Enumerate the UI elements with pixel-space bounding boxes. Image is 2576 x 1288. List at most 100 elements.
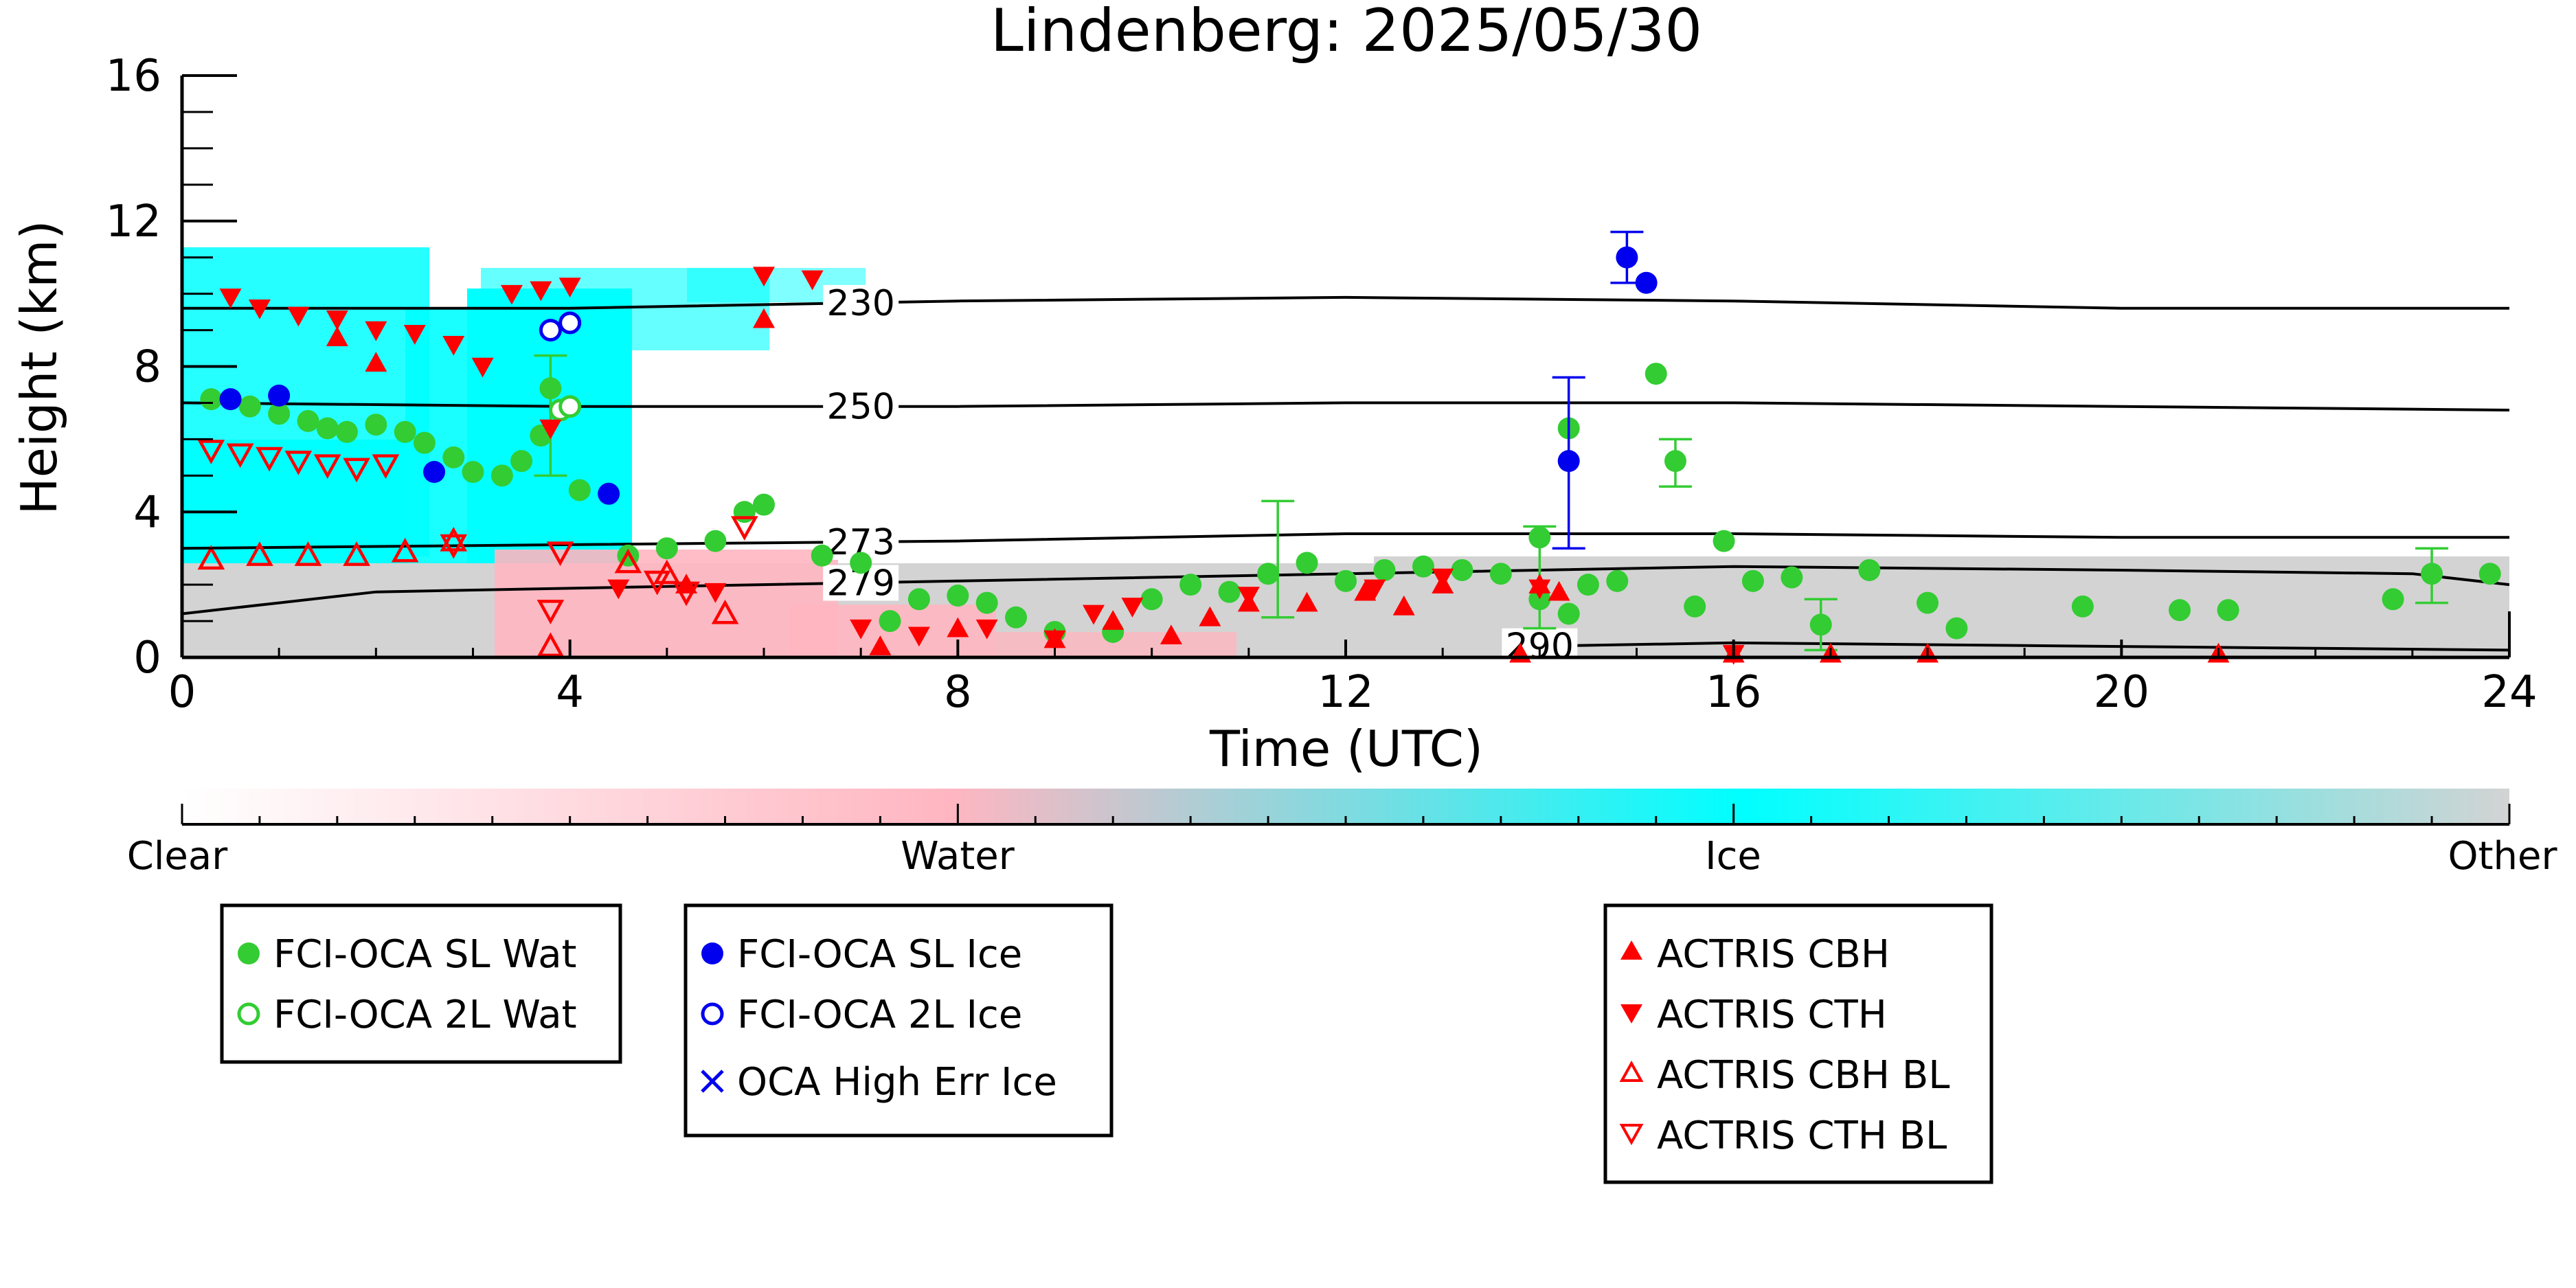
data-point: [2169, 599, 2191, 622]
series-fci-oca-2l-wat: [549, 395, 582, 422]
data-point: [313, 454, 341, 479]
data-point: [343, 541, 370, 566]
data-point: [335, 420, 358, 443]
y-tick-label: 4: [133, 487, 161, 538]
data-point: [1296, 552, 1318, 574]
data-point: [947, 617, 969, 637]
data-point: [704, 583, 727, 603]
legend-marker-cth-bl: [1619, 1124, 1644, 1146]
data-point: [423, 461, 446, 484]
data-point: [413, 431, 436, 454]
data-point: [1741, 569, 1764, 592]
colorbar-ticks: [181, 804, 2511, 824]
data-point: [1557, 450, 1580, 473]
data-point: [219, 289, 242, 308]
data-point: [268, 384, 291, 407]
legend-label-2l-wat: FCI-OCA 2L Wat: [273, 993, 577, 1037]
data-point: [1364, 579, 1386, 600]
legend-box-water: [220, 903, 622, 1064]
data-point: [1664, 450, 1686, 473]
legend-marker-cbh-bl: [1619, 1060, 1644, 1082]
x-tick-label: 0: [168, 667, 196, 718]
data-point: [1218, 580, 1241, 603]
data-point: [490, 464, 513, 487]
data-point: [1945, 617, 1968, 640]
data-point: [850, 619, 872, 640]
data-point: [1237, 587, 1260, 607]
legend-marker-cth: [1620, 1004, 1642, 1024]
data-point: [1043, 630, 1066, 651]
data-point: [326, 310, 348, 330]
data-point: [365, 352, 387, 372]
data-point: [1335, 569, 1357, 592]
data-point: [1102, 610, 1125, 630]
data-point: [1082, 605, 1105, 625]
data-point: [1781, 566, 1803, 589]
data-point: [1257, 563, 1280, 585]
data-point: [248, 300, 271, 319]
y-tick-label: 8: [133, 342, 161, 393]
data-point: [558, 278, 581, 298]
data-point: [297, 409, 319, 432]
y-tick-label: 0: [133, 633, 161, 683]
data-point: [558, 395, 582, 418]
data-point: [614, 548, 642, 574]
data-markers: [197, 230, 2501, 665]
data-point: [365, 414, 387, 436]
data-point: [1616, 246, 1638, 269]
data-point: [343, 457, 370, 483]
data-point: [462, 461, 484, 484]
data-point: [394, 420, 416, 443]
data-point: [1635, 271, 1658, 294]
data-point: [975, 591, 998, 614]
axis-ticks: 0 4 8 12 16 20 24 0 4 8 12 16: [106, 51, 2538, 718]
data-point: [1684, 595, 1706, 618]
data-point: [753, 267, 775, 287]
data-point: [284, 451, 313, 475]
data-point: [256, 447, 283, 472]
data-point: [326, 326, 348, 346]
data-point: [1528, 579, 1551, 600]
legend-marker-2l-ice: [701, 1002, 724, 1026]
data-point: [1140, 588, 1163, 611]
isotherm-label-230: 230: [827, 283, 895, 324]
data-point: [1354, 580, 1377, 601]
data-point: [219, 388, 242, 411]
data-point: [1528, 526, 1551, 549]
data-point: [287, 306, 310, 327]
x-tick-label: 12: [1318, 667, 1373, 718]
legend-marker-high-err-ice: [701, 1070, 724, 1093]
chart-title: Lindenberg: 2025/05/30: [991, 0, 1702, 65]
data-point: [1645, 363, 1667, 385]
legend-marker-cbh: [1620, 940, 1642, 960]
data-point: [1606, 569, 1629, 592]
legend-marker-2l-wat: [237, 1002, 260, 1026]
data-point: [1005, 606, 1028, 629]
data-point: [1917, 591, 1939, 614]
colorbar: Clear Water Ice Other: [127, 789, 2557, 879]
x-tick-label: 20: [2094, 667, 2149, 718]
data-point: [500, 284, 523, 305]
legend-box-actris: [1603, 903, 1993, 1184]
data-point: [1577, 574, 1599, 596]
data-point: [730, 516, 758, 541]
data-point: [598, 482, 620, 505]
data-point: [1160, 624, 1182, 645]
isotherm-label-bg: [823, 284, 899, 321]
data-point: [711, 599, 739, 624]
data-point: [2478, 563, 2501, 585]
data-point: [975, 619, 998, 640]
data-point: [294, 541, 322, 566]
data-point: [539, 319, 562, 342]
data-point: [372, 454, 400, 479]
legend-label-2l-ice: FCI-OCA 2L Ice: [737, 993, 1022, 1037]
data-point: [316, 417, 339, 440]
legend-ice: FCI-OCA SL Ice FCI-OCA 2L Ice OCA High E…: [683, 903, 1114, 1138]
data-point: [1557, 602, 1580, 625]
data-point: [2217, 599, 2239, 622]
data-point: [753, 493, 775, 516]
data-point: [907, 626, 930, 647]
isotherm-label-bg: [823, 388, 899, 425]
data-point: [801, 270, 824, 291]
